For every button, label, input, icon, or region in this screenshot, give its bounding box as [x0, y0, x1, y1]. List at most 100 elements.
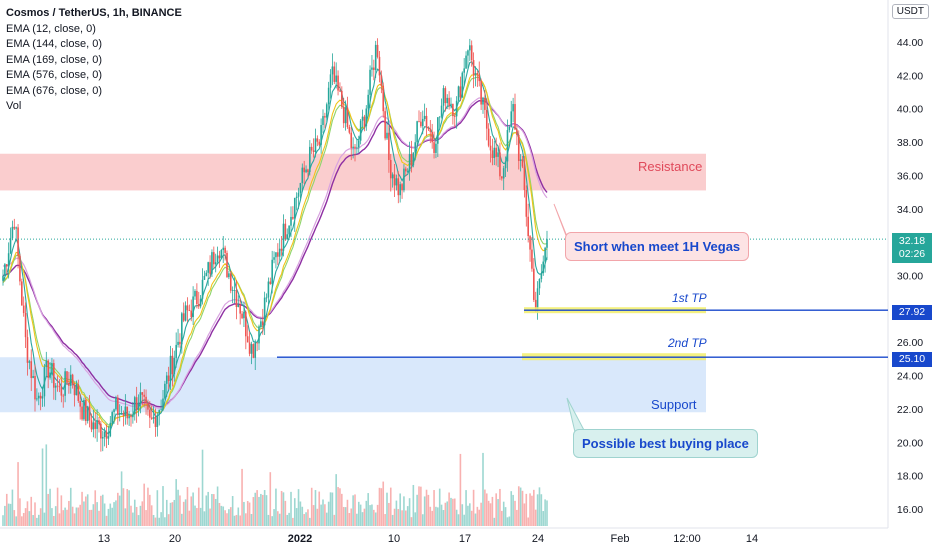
volume-bar: [39, 508, 42, 526]
candle-body: [491, 150, 494, 158]
candle-body: [69, 374, 72, 386]
volume-bar: [495, 493, 497, 526]
volume-bar: [213, 494, 215, 526]
volume-bar: [258, 496, 260, 526]
volume-bar: [412, 484, 415, 526]
candle-body: [280, 248, 283, 251]
y-tick-label: 26.00: [897, 337, 923, 349]
volume-bar: [446, 501, 449, 526]
volume-bar: [275, 488, 277, 526]
indicator-volume[interactable]: Vol: [6, 100, 22, 112]
candle-body: [465, 55, 467, 69]
indicator-ema-169[interactable]: EMA (169, close, 0): [6, 53, 102, 66]
candle-body: [177, 341, 179, 345]
candle-body: [169, 355, 172, 382]
volume-bar: [348, 513, 351, 526]
volume-bar: [286, 514, 289, 526]
volume-bar: [284, 500, 287, 526]
candle-body: [45, 360, 48, 368]
volume-bar: [493, 517, 496, 526]
volume-bar: [484, 489, 486, 526]
volume-bar: [271, 516, 273, 526]
volume-bar: [71, 506, 74, 526]
candle-body: [314, 138, 317, 153]
volume-bar: [341, 493, 343, 526]
candle-body: [188, 310, 191, 312]
x-tick-label: 10: [388, 533, 400, 545]
volume-bar: [45, 444, 48, 526]
candle-body: [469, 45, 471, 51]
volume-bar: [60, 495, 63, 526]
volume-bar: [378, 487, 381, 526]
volume-bar: [461, 504, 464, 526]
currency-button[interactable]: USDT: [891, 4, 929, 19]
candle-body: [440, 105, 443, 117]
volume-bar: [81, 491, 83, 526]
volume-bar: [442, 510, 445, 526]
candle-body: [461, 72, 464, 98]
volume-bar: [141, 501, 144, 526]
volume-bar: [504, 507, 507, 526]
candle-body: [173, 357, 176, 375]
candle-body: [506, 130, 509, 162]
volume-bar: [297, 489, 300, 526]
candle-body: [51, 363, 53, 373]
volume-bar: [152, 514, 155, 526]
indicator-ema-676[interactable]: EMA (676, close, 0): [6, 84, 102, 97]
candle-body: [237, 304, 240, 307]
candle-body: [39, 395, 42, 399]
indicator-ema-576[interactable]: EMA (576, close, 0): [6, 69, 102, 81]
candle-body: [406, 171, 409, 173]
volume-bar: [322, 499, 324, 526]
volume-bar: [386, 492, 388, 526]
volume-bar: [233, 515, 236, 526]
candle-body: [493, 147, 496, 158]
volume-bar: [167, 514, 170, 526]
candle-body: [197, 304, 200, 307]
candle-body: [252, 344, 255, 358]
candle-body: [162, 398, 164, 410]
volume-bar: [506, 517, 509, 526]
indicator-ema-144[interactable]: EMA (144, close, 0): [6, 38, 102, 50]
candle-body: [222, 247, 225, 251]
candle-body: [115, 397, 117, 410]
volume-bar: [256, 490, 258, 526]
candle-body: [34, 376, 36, 400]
candle-body: [229, 273, 232, 291]
price-axis[interactable]: 16.0018.0020.0022.0024.0026.0028.0030.00…: [98, 37, 923, 545]
volume-bar: [278, 513, 281, 526]
volume-bar: [192, 492, 194, 526]
volume-bar: [245, 513, 247, 526]
candle-body: [267, 281, 270, 298]
volume-bar: [373, 509, 375, 526]
candle-body: [320, 124, 322, 145]
volume-bar: [542, 511, 545, 526]
volume-bar: [9, 503, 12, 526]
candle-body: [373, 67, 375, 70]
candle-body: [467, 50, 469, 56]
candle-body: [64, 371, 66, 396]
volume-bar: [303, 514, 305, 526]
indicator-ema-12[interactable]: EMA (12, close, 0): [6, 22, 96, 35]
candle-body: [324, 116, 326, 118]
volume-bar: [22, 512, 25, 526]
y-tick-label: 18.00: [897, 471, 923, 483]
volume-bar: [120, 471, 123, 526]
volume-bar: [147, 487, 149, 526]
volume-bar: [47, 493, 49, 526]
candle-body: [534, 299, 537, 312]
candle-body: [352, 146, 354, 148]
volume-bar: [414, 512, 417, 526]
volume-bar: [427, 494, 430, 526]
candle-body: [258, 326, 260, 344]
candle-body: [11, 226, 14, 239]
volume-bar: [301, 506, 304, 526]
volume-bar: [181, 513, 183, 526]
volume-bar: [261, 494, 264, 526]
candle-body: [489, 145, 492, 151]
volume-bar: [154, 517, 157, 526]
x-tick-label: 17: [459, 533, 471, 545]
support-label: Support: [651, 397, 697, 412]
candle-body: [36, 398, 38, 400]
